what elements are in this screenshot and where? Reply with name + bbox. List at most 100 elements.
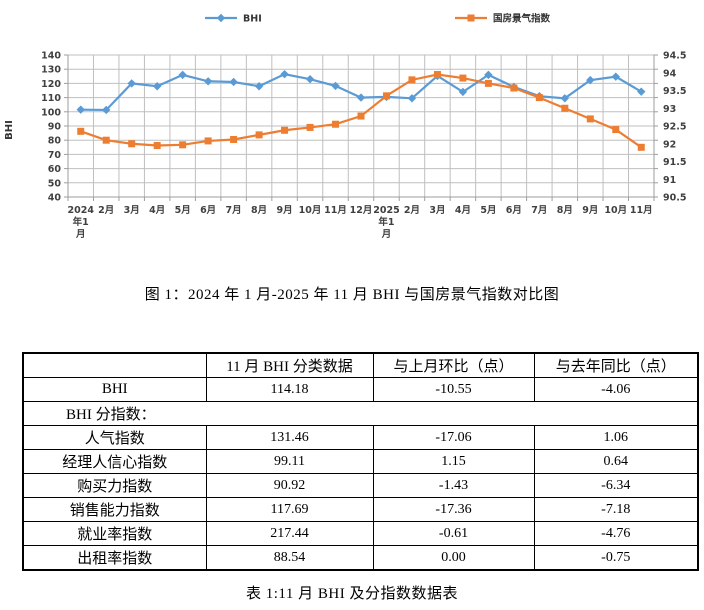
data-point-marker xyxy=(484,79,492,87)
data-point-marker xyxy=(560,94,570,103)
right-tick-label: 94.5 xyxy=(663,51,686,62)
table-header-row: 11 月 BHI 分类数据 与上月环比（点） 与去年同比（点） xyxy=(22,352,699,378)
column-header-1: 11 月 BHI 分类数据 xyxy=(205,352,374,378)
table-caption: 表 1:11 月 BHI 及分指数数据表 xyxy=(246,586,458,602)
data-point-marker xyxy=(458,87,468,97)
row-value-1: -0.61 xyxy=(372,521,535,546)
row-label: 销售能力指数 xyxy=(22,497,207,522)
row-value-0: 88.54 xyxy=(205,545,374,571)
row-value-2: 0.64 xyxy=(533,449,699,474)
row-label: BHI 分指数： xyxy=(22,401,699,426)
row-value-0: 90.92 xyxy=(205,473,374,498)
table-row: 就业率指数 217.44 -0.61 -4.76 xyxy=(22,521,699,546)
x-tick-label: 4月 xyxy=(149,205,165,216)
x-tick-label: 2月 xyxy=(98,205,114,216)
data-point-marker xyxy=(484,70,493,80)
data-point-marker xyxy=(332,120,340,128)
legend-marker-icon xyxy=(216,13,226,23)
data-point-marker xyxy=(203,77,213,86)
data-point-marker xyxy=(637,87,646,96)
right-tick-label: 92.5 xyxy=(663,122,686,133)
figure-caption: 图 1：2024 年 1 月-2025 年 11 月 BHI 与国房景气指数对比… xyxy=(144,287,560,303)
left-tick-label: 130 xyxy=(41,65,61,76)
legend-marker-icon xyxy=(467,14,475,22)
legend-item-bhi: BHI xyxy=(205,14,262,25)
legend-item-guofang: 国房景气指数 xyxy=(455,13,551,25)
data-point-marker xyxy=(382,92,390,100)
x-tick-label: 10月 xyxy=(604,205,627,216)
data-point-marker xyxy=(281,126,289,134)
bhi-comparison-chart: 40 50 60 70 80 90 100 110 120 130 140 90.5 91 91.5 92 9… xyxy=(0,0,704,272)
table-row: BHI 分指数： xyxy=(22,401,699,426)
right-tick-label: 92 xyxy=(663,139,676,150)
data-point-marker xyxy=(356,93,366,102)
data-point-marker xyxy=(306,123,314,131)
chart-svg: 40506070809010011012013014090.59191.5929… xyxy=(4,13,686,241)
row-value-2: -0.75 xyxy=(533,545,699,571)
left-tick-label: 140 xyxy=(41,51,61,62)
right-tick-label: 91.5 xyxy=(663,157,686,168)
series-line xyxy=(80,73,642,149)
row-value-0: 117.69 xyxy=(205,497,374,522)
data-point-marker xyxy=(586,115,594,123)
right-tick-label: 91 xyxy=(663,175,676,186)
row-value-2: -4.76 xyxy=(533,521,699,546)
left-tick-label: 50 xyxy=(48,178,62,189)
left-tick-label: 70 xyxy=(48,150,62,161)
data-point-marker xyxy=(102,105,111,115)
left-axis-labels: 40 50 60 70 80 90 100 110 120 130 140 xyxy=(41,51,61,204)
data-point-marker xyxy=(128,140,136,148)
gridlines xyxy=(67,54,655,198)
data-point-marker xyxy=(331,81,340,91)
table-row: 销售能力指数 117.69 -17.36 -7.18 xyxy=(22,497,699,522)
data-point-marker xyxy=(204,137,212,145)
x-axis-labels: 2024 年1 月2月 3月 4月 5月 6月 7月 8月 9月 10月 11月 12月 2025 年1 月2… xyxy=(68,205,653,240)
row-value-0: 99.11 xyxy=(205,449,374,474)
data-point-marker xyxy=(76,105,85,114)
data-point-marker xyxy=(637,143,645,151)
data-point-marker xyxy=(254,82,264,91)
table-row: 购买力指数 90.92 -1.43 -6.34 xyxy=(22,473,699,498)
data-point-marker xyxy=(77,127,85,135)
row-label: BHI xyxy=(22,377,207,402)
x-tick-label: 10月 xyxy=(299,205,322,216)
data-point-marker xyxy=(255,131,263,139)
left-tick-label: 80 xyxy=(48,136,62,147)
axes xyxy=(64,54,658,201)
table-row: 人气指数 131.46 -17.06 1.06 xyxy=(22,425,699,450)
left-tick-label: 120 xyxy=(41,79,61,90)
x-tick-label: 7月 xyxy=(531,205,547,216)
x-tick-label: 5月 xyxy=(480,205,496,216)
x-tick-label: 11月 xyxy=(324,205,347,216)
legend-label: 国房景气指数 xyxy=(493,13,551,25)
data-point-marker xyxy=(612,126,620,134)
left-tick-label: 40 xyxy=(48,193,62,204)
legend-label: BHI xyxy=(243,14,262,25)
x-tick-label: 9月 xyxy=(582,205,598,216)
left-tick-label: 90 xyxy=(48,122,62,133)
row-label: 就业率指数 xyxy=(22,521,207,546)
left-axis-title: BHI xyxy=(4,120,15,140)
row-value-0: 114.18 xyxy=(205,377,374,402)
x-tick-label: 8月 xyxy=(557,205,573,216)
table-row: 出租率指数 88.54 0.00 -0.75 xyxy=(22,545,699,571)
x-tick-label: 7月 xyxy=(226,205,242,216)
bhi-series xyxy=(76,69,646,115)
row-label: 经理人信心指数 xyxy=(22,449,207,474)
data-point-marker xyxy=(459,74,467,82)
data-point-marker xyxy=(611,72,620,81)
row-value-1: -1.43 xyxy=(372,473,535,498)
x-tick-label: 3月 xyxy=(124,205,140,216)
data-point-marker xyxy=(127,79,136,88)
x-tick-label: 9月 xyxy=(277,205,293,216)
x-tick-label: 2月 xyxy=(404,205,420,216)
left-tick-label: 110 xyxy=(41,93,61,104)
data-point-marker xyxy=(561,104,569,112)
row-value-1: 0.00 xyxy=(372,545,535,571)
column-header-3: 与去年同比（点） xyxy=(533,352,699,378)
left-tick-label: 100 xyxy=(41,107,61,118)
column-header-2: 与上月环比（点） xyxy=(372,352,535,378)
x-tick-label: 5月 xyxy=(175,205,191,216)
data-point-marker xyxy=(102,136,110,144)
data-point-marker xyxy=(407,94,417,103)
